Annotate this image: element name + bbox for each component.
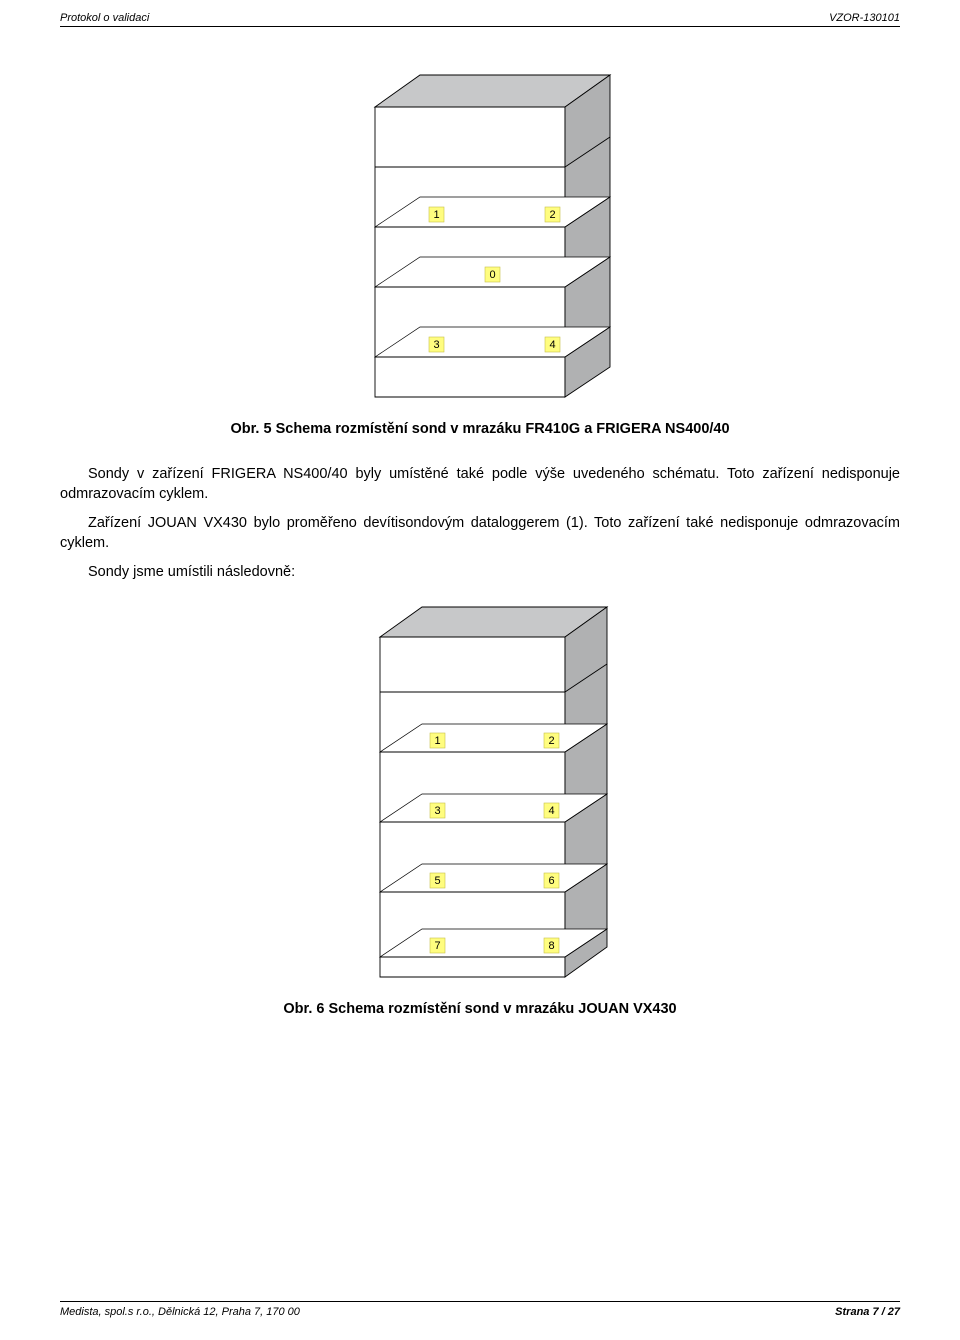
page-footer: Medista, spol.s r.o., Dělnická 12, Praha… (60, 1301, 900, 1318)
fig1-label-0: 0 (489, 269, 495, 281)
fig2-label-6: 6 (548, 875, 554, 887)
footer-rule (60, 1301, 900, 1302)
fig2-label-8: 8 (548, 940, 554, 952)
footer-right: Strana 7 / 27 (835, 1306, 900, 1318)
figure-2-caption: Obr. 6 Schema rozmístění sond v mrazáku … (60, 1001, 900, 1017)
fig2-label-5: 5 (434, 875, 440, 887)
fig2-label-7: 7 (434, 940, 440, 952)
header-right: VZOR-130101 (829, 12, 900, 24)
figure-1-caption: Obr. 5 Schema rozmístění sond v mrazáku … (60, 421, 900, 437)
fig1-label-4: 4 (549, 339, 555, 351)
paragraph-3: Sondy jsme umístili následovně: (60, 563, 900, 583)
figure-2: 1 2 3 4 5 6 7 8 (60, 597, 900, 987)
header-left: Protokol o validaci (60, 12, 149, 24)
freezer-schematic-1: 1 2 0 3 4 (335, 67, 625, 407)
paragraph-2: Zařízení JOUAN VX430 bylo proměřeno deví… (60, 514, 900, 553)
fig1-label-1: 1 (433, 209, 439, 221)
fig2-label-4: 4 (548, 805, 554, 817)
page: Protokol o validaci VZOR-130101 (0, 0, 960, 1017)
freezer-schematic-2: 1 2 3 4 5 6 7 8 (340, 597, 620, 987)
fig2-label-1: 1 (434, 735, 440, 747)
fig2-label-2: 2 (548, 735, 554, 747)
paragraph-1: Sondy v zařízení FRIGERA NS400/40 byly u… (60, 465, 900, 504)
footer-left: Medista, spol.s r.o., Dělnická 12, Praha… (60, 1306, 300, 1318)
fig1-label-2: 2 (549, 209, 555, 221)
header-underline (60, 26, 900, 27)
fig1-label-3: 3 (433, 339, 439, 351)
page-header: Protokol o validaci VZOR-130101 (60, 12, 900, 24)
figure-1: 1 2 0 3 4 (60, 67, 900, 407)
fig2-label-3: 3 (434, 805, 440, 817)
